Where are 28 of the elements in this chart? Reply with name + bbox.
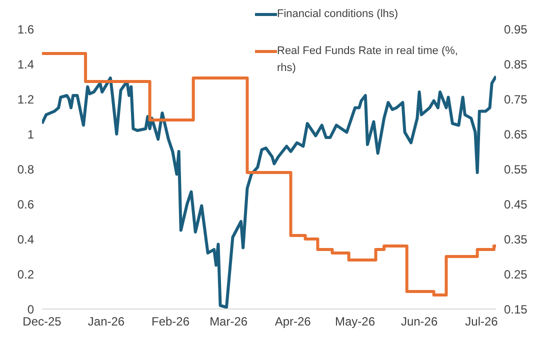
y-tick-label: 0.6 (17, 197, 34, 212)
y-tick-label: 0.8 (17, 162, 34, 176)
y2-tick-label: 0.75 (504, 92, 528, 106)
x-tick-label: Jan-26 (88, 314, 125, 329)
y2-tick-label: 0.15 (504, 302, 528, 316)
y2-tick-label: 0.45 (504, 197, 528, 212)
x-tick-label: Apr-26 (274, 314, 312, 329)
y2-tick-label: 0.25 (504, 267, 528, 282)
x-tick-label: Dec-25 (22, 314, 62, 329)
y-tick-label: 0 (27, 302, 34, 316)
x-tick-label: Jun-26 (400, 314, 438, 329)
y-tick-label: 0.2 (17, 267, 34, 282)
y-tick-label: 1.2 (17, 92, 34, 106)
x-tick-label: Mar-26 (210, 314, 248, 329)
y2-tick-label: 0.65 (504, 127, 528, 142)
y2-tick-label: 0.85 (504, 57, 528, 72)
legend-label: Financial conditions (lhs) (277, 7, 398, 22)
legend-label: Real Fed Funds Rate in real time (%, rhs) (277, 44, 459, 76)
y-tick-label: 1 (27, 127, 34, 142)
y-tick-label: 1.6 (17, 22, 34, 36)
x-tick-label: Feb-26 (152, 314, 190, 329)
y2-tick-label: 0.95 (504, 22, 528, 36)
y2-tick-label: 0.55 (504, 162, 528, 176)
y2-tick-label: 0.35 (504, 232, 528, 246)
x-tick-label: Jul-26 (465, 314, 498, 329)
y-tick-label: 1.4 (17, 57, 34, 72)
x-tick-label: May-26 (335, 314, 376, 329)
y-tick-label: 0.4 (17, 232, 34, 246)
